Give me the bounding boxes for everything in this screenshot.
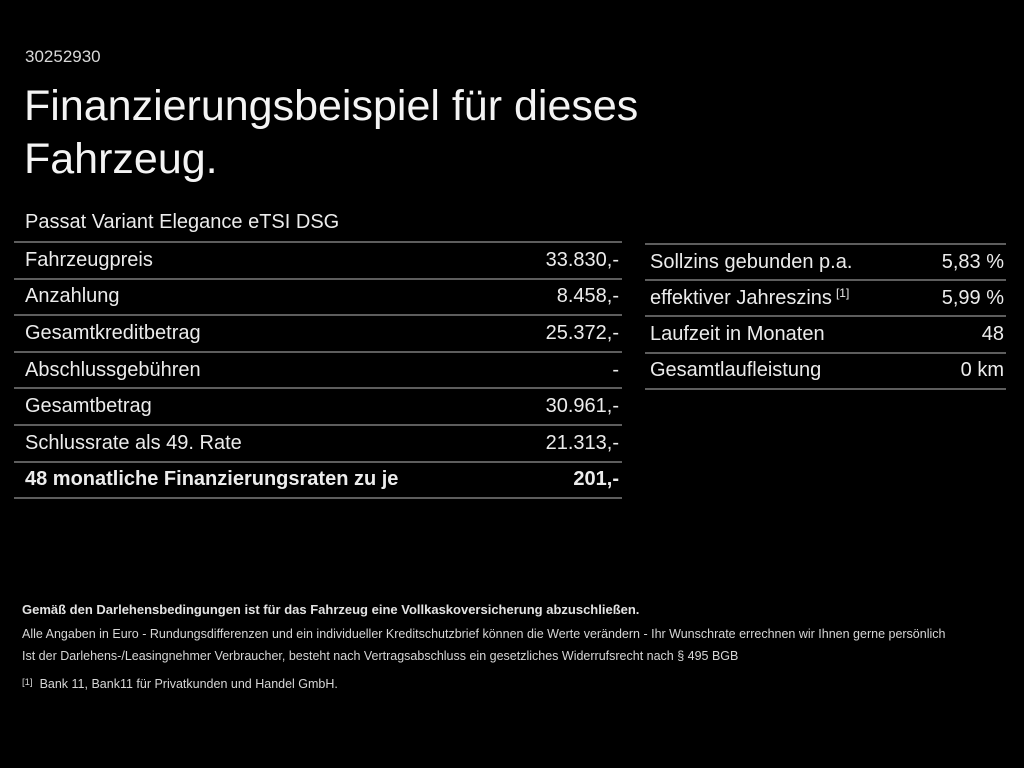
finance-row-value: 8.458,- (556, 285, 619, 308)
finance-row-vehicle-price: Fahrzeugpreis 33.830,- (14, 243, 622, 280)
conditions-row-value: 5,99 % (941, 286, 1004, 309)
page-title: Finanzierungsbeispiel für dieses Fahrzeug… (24, 80, 638, 186)
footnote-marker: [1] (22, 677, 33, 688)
finance-row-monthly-rate: 48 monatliche Finanzierungsraten zu je 2… (14, 463, 622, 500)
vehicle-name: Passat Variant Elegance eTSI DSG (25, 211, 340, 233)
insurance-note: Gemäß den Darlehensbedingungen ist für d… (22, 602, 640, 617)
conditions-row-label: Laufzeit in Monaten (650, 322, 825, 345)
conditions-row-total-mileage: Gesamtlaufleistung 0 km (645, 354, 1006, 390)
conditions-row-label: Sollzins gebunden p.a. (650, 250, 853, 273)
finance-row-value: 201,- (573, 468, 619, 491)
finance-row-label: Gesamtbetrag (25, 395, 152, 418)
disclaimer-line-2: Ist der Darlehens-/Leasingnehmer Verbrau… (22, 649, 739, 663)
footnote-text: Bank 11, Bank11 für Privatkunden und Han… (39, 677, 338, 691)
conditions-row-value: 0 km (960, 359, 1004, 382)
footnote-reference: [1] (835, 285, 850, 300)
page-title-line-2: Fahrzeug. (24, 135, 218, 183)
finance-row-label: Schlussrate als 49. Rate (25, 431, 242, 454)
finance-row-label: Abschlussgebühren (25, 358, 201, 381)
conditions-row-value: 48 (981, 322, 1004, 345)
conditions-row-nominal-interest: Sollzins gebunden p.a. 5,83 % (645, 245, 1006, 282)
finance-row-label: Gesamtkreditbetrag (25, 321, 201, 344)
finance-table: Fahrzeugpreis 33.830,- Anzahlung 8.458,-… (14, 241, 622, 500)
finance-row-label: Fahrzeugpreis (25, 248, 153, 271)
finance-row-value: 21.313,- (545, 431, 619, 454)
conditions-table: Sollzins gebunden p.a. 5,83 % effektiver… (645, 243, 1006, 390)
footnote: [1] Bank 11, Bank11 für Privatkunden und … (22, 677, 1007, 691)
finance-row-label: 48 monatliche Finanzierungsraten zu je (25, 468, 399, 491)
finance-row-final-installment: Schlussrate als 49. Rate 21.313,- (14, 426, 622, 463)
finance-row-down-payment: Anzahlung 8.458,- (14, 280, 622, 317)
finance-row-total-credit: Gesamtkreditbetrag 25.372,- (14, 316, 622, 353)
conditions-row-label: effektiver Jahreszins [1] (650, 285, 850, 309)
finance-row-value: 33.830,- (545, 248, 619, 271)
finance-row-value: 25.372,- (545, 321, 619, 344)
conditions-row-effective-interest: effektiver Jahreszins [1] 5,99 % (645, 281, 1006, 318)
disclaimer-line-1: Alle Angaben in Euro - Rundungsdifferenz… (22, 627, 946, 641)
finance-row-total-amount: Gesamtbetrag 30.961,- (14, 389, 622, 426)
finance-row-value: 30.961,- (545, 395, 619, 418)
conditions-row-label: Gesamtlaufleistung (650, 359, 822, 382)
listing-id: 30252930 (25, 47, 101, 66)
finance-row-label: Anzahlung (25, 285, 120, 308)
conditions-row-term-months: Laufzeit in Monaten 48 (645, 317, 1006, 354)
finance-row-closing-fees: Abschlussgebühren - (14, 353, 622, 390)
finance-row-value: - (612, 358, 619, 381)
page-title-line-1: Finanzierungsbeispiel für dieses (24, 82, 639, 130)
conditions-row-value: 5,83 % (941, 250, 1004, 273)
legal-footer: Gemäß den Darlehensbedingungen ist für d… (22, 602, 1007, 691)
